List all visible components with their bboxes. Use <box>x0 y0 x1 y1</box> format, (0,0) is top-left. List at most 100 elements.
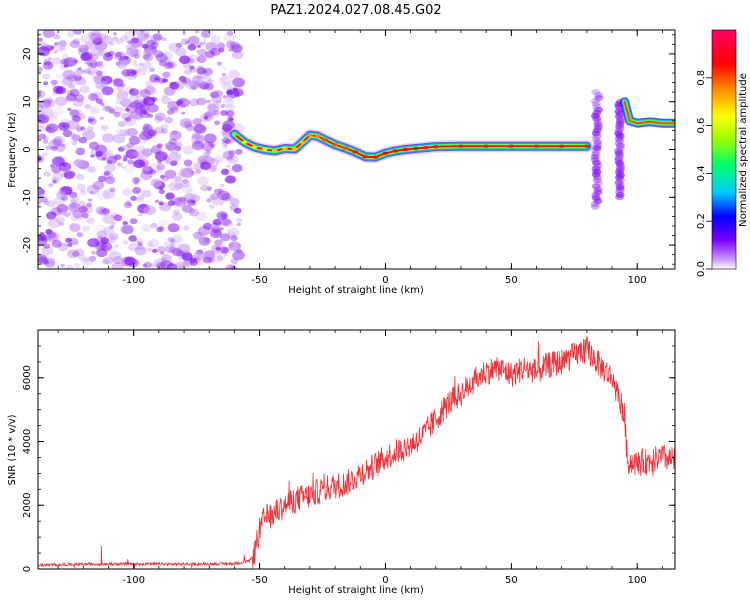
ghost-blob <box>594 95 604 101</box>
noise-blob <box>219 202 225 206</box>
noise-blob <box>66 93 77 102</box>
noise-blob <box>133 153 144 162</box>
noise-blob <box>103 234 117 245</box>
ridge-core <box>382 151 389 155</box>
colorbar-tick-label: 0.0 <box>696 261 707 277</box>
noise-blob <box>107 246 117 254</box>
noise-blob <box>160 251 165 255</box>
noise-blob <box>189 65 195 70</box>
noise-blob <box>124 117 132 122</box>
noise-blob <box>120 57 125 62</box>
noise-blob <box>155 75 161 80</box>
ridge-core <box>314 134 321 138</box>
noise-blob <box>128 114 134 119</box>
noise-blob <box>154 77 159 81</box>
noise-blob <box>150 178 162 188</box>
noise-blob <box>86 217 95 224</box>
noise-blob <box>189 98 200 107</box>
noise-blob <box>81 204 94 214</box>
noise-blob <box>48 218 61 229</box>
noise-blob <box>62 76 74 86</box>
noise-blob <box>124 56 129 60</box>
noise-blob <box>182 225 190 231</box>
noise-blob <box>126 203 131 207</box>
noise-blob <box>89 104 101 113</box>
noise-blob <box>165 192 175 200</box>
noise-blob <box>232 250 246 261</box>
noise-blob <box>162 51 174 60</box>
noise-blob <box>173 209 180 215</box>
noise-blob <box>67 211 74 216</box>
noise-blob <box>195 169 202 174</box>
noise-blob <box>38 155 42 162</box>
noise-blob <box>49 115 58 122</box>
noise-blob <box>190 259 198 266</box>
noise-blob <box>41 107 54 118</box>
noise-blob <box>169 81 180 90</box>
noise-blob <box>158 60 167 67</box>
noise-blob <box>227 155 239 164</box>
noise-blob <box>149 136 158 143</box>
noise-blob <box>204 110 214 118</box>
noise-blob <box>97 61 104 66</box>
noise-blob <box>52 180 57 184</box>
ghost-blob <box>615 137 625 144</box>
noise-blob <box>156 143 163 148</box>
noise-blob <box>220 213 227 219</box>
noise-blob <box>156 226 164 233</box>
noise-blob <box>95 46 100 50</box>
noise-blob <box>51 57 62 65</box>
noise-blob <box>209 143 215 147</box>
ridge-core <box>342 146 349 150</box>
noise-blob <box>109 225 115 230</box>
noise-blob <box>190 200 196 204</box>
noise-blob <box>88 141 100 150</box>
ghost-blob <box>592 103 602 110</box>
noise-blob <box>193 250 206 260</box>
noise-blob <box>62 129 73 138</box>
noise-blob <box>107 50 115 57</box>
noise-blob <box>182 32 187 36</box>
noise-blob <box>139 30 145 33</box>
noise-blob <box>170 240 182 249</box>
noise-blob <box>145 80 154 87</box>
noise-blob <box>98 64 104 70</box>
noise-blob <box>103 256 114 265</box>
noise-blob <box>236 249 243 255</box>
noise-blob <box>141 224 152 232</box>
noise-blob <box>100 124 109 131</box>
ridge-core <box>583 144 590 148</box>
noise-blob <box>161 37 167 42</box>
noise-blob <box>216 61 223 66</box>
noise-blob <box>73 74 83 82</box>
noise-blob <box>142 61 152 69</box>
noise-blob <box>86 184 100 195</box>
noise-blob <box>135 150 149 161</box>
noise-blob <box>52 172 63 181</box>
noise-blob <box>139 62 144 66</box>
noise-blob <box>104 163 116 173</box>
noise-blob <box>70 196 80 204</box>
noise-blob <box>52 136 63 145</box>
noise-blob <box>53 105 65 115</box>
ridge-band <box>233 133 588 159</box>
noise-blob <box>102 189 116 200</box>
noise-blob <box>125 44 133 50</box>
noise-blob <box>43 98 55 108</box>
noise-blob <box>108 108 116 114</box>
noise-blob <box>102 214 115 224</box>
noise-blob <box>223 253 228 257</box>
noise-blob <box>146 241 153 247</box>
noise-blob <box>235 217 242 223</box>
noise-blob <box>109 232 119 241</box>
noise-blob <box>154 50 164 58</box>
noise-blob <box>103 170 110 176</box>
noise-blob <box>60 143 66 148</box>
noise-blob <box>151 42 156 46</box>
noise-blob <box>69 191 78 199</box>
noise-blob <box>38 66 44 73</box>
ghost-blob <box>591 100 601 107</box>
noise-blob <box>213 188 219 193</box>
noise-blob <box>131 69 138 75</box>
noise-blob <box>127 258 139 268</box>
